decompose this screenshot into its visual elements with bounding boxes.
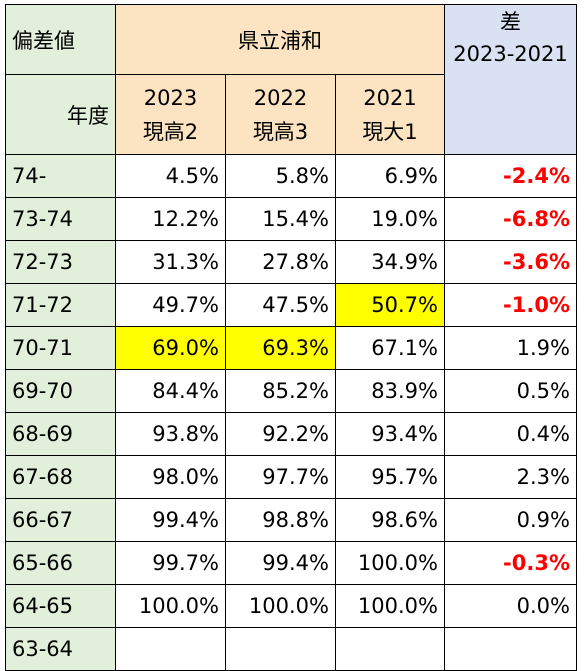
value-cell-2021: 83.9% <box>335 369 445 413</box>
value-cell-2023: 4.5% <box>115 154 226 198</box>
range-cell: 65-66 <box>5 541 116 585</box>
value-cell-2023: 84.4% <box>115 369 226 413</box>
value-cell-2022: 5.8% <box>225 154 336 198</box>
value-cell-2023 <box>115 627 226 671</box>
diff-cell: -3.6% <box>444 240 577 284</box>
value-cell-2023: 12.2% <box>115 197 226 241</box>
diff-cell: 0.0% <box>444 584 577 628</box>
value-cell-2022: 98.8% <box>225 498 336 542</box>
value-cell-2023: 99.7% <box>115 541 226 585</box>
value-cell-2022: 97.7% <box>225 455 336 499</box>
diff-cell: 0.5% <box>444 369 577 413</box>
value-cell-2022: 92.2% <box>225 412 336 456</box>
table-row: 69-70 84.4% 85.2% 83.9% 0.5% <box>5 369 577 413</box>
diff-header: 差 2023-2021 <box>444 4 577 155</box>
diff-cell: 2.3% <box>444 455 577 499</box>
value-cell-2023: 31.3% <box>115 240 226 284</box>
table-row: 65-66 99.7% 99.4% 100.0% -0.3% <box>5 541 577 585</box>
table-row: 72-73 31.3% 27.8% 34.9% -3.6% <box>5 240 577 284</box>
value-cell-2021: 19.0% <box>335 197 445 241</box>
range-cell: 64-65 <box>5 584 116 628</box>
grade-value: 現高3 <box>252 119 309 144</box>
year-label: 年度 <box>5 74 116 155</box>
range-cell: 63-64 <box>5 627 116 671</box>
school-header: 県立浦和 <box>115 4 445 75</box>
diff-cell: 0.9% <box>444 498 577 542</box>
range-cell: 71-72 <box>5 283 116 327</box>
value-cell-2022-highlighted: 69.3% <box>225 326 336 370</box>
value-cell-2021 <box>335 627 445 671</box>
diff-cell: -1.0% <box>444 283 577 327</box>
value-cell-2021: 34.9% <box>335 240 445 284</box>
diff-cell: 0.4% <box>444 412 577 456</box>
table-row: 64-65 100.0% 100.0% 100.0% 0.0% <box>5 584 577 628</box>
year-header-2022: 2022 現高3 <box>225 74 336 155</box>
diff-cell: -0.3% <box>444 541 577 585</box>
value-cell-2021: 93.4% <box>335 412 445 456</box>
year-header-2021: 2021 現大1 <box>335 74 445 155</box>
value-cell-2023: 93.8% <box>115 412 226 456</box>
value-cell-2022: 99.4% <box>225 541 336 585</box>
diff-range-label: 2023-2021 <box>453 42 568 66</box>
corner-label: 偏差値 <box>5 4 116 75</box>
table-row: 63-64 <box>5 627 577 671</box>
range-cell: 67-68 <box>5 455 116 499</box>
value-cell-2022 <box>225 627 336 671</box>
diff-cell: -6.8% <box>444 197 577 241</box>
diff-label: 差 <box>500 10 521 34</box>
value-cell-2021-highlighted: 50.7% <box>335 283 445 327</box>
value-cell-2022: 100.0% <box>225 584 336 628</box>
table-row: 70-71 69.0% 69.3% 67.1% 1.9% <box>5 326 577 370</box>
range-cell: 74- <box>5 154 116 198</box>
table-row: 68-69 93.8% 92.2% 93.4% 0.4% <box>5 412 577 456</box>
table-row: 71-72 49.7% 47.5% 50.7% -1.0% <box>5 283 577 327</box>
deviation-table: 偏差値 県立浦和 差 2023-2021 年度 2023 現高2 2022 <box>5 4 577 671</box>
value-cell-2023: 49.7% <box>115 283 226 327</box>
value-cell-2023: 99.4% <box>115 498 226 542</box>
value-cell-2022: 15.4% <box>225 197 336 241</box>
value-cell-2023-highlighted: 69.0% <box>115 326 226 370</box>
range-cell: 68-69 <box>5 412 116 456</box>
year-header-2023: 2023 現高2 <box>115 74 226 155</box>
range-cell: 69-70 <box>5 369 116 413</box>
table-row: 67-68 98.0% 97.7% 95.7% 2.3% <box>5 455 577 499</box>
value-cell-2021: 100.0% <box>335 541 445 585</box>
table-row: 74- 4.5% 5.8% 6.9% -2.4% <box>5 154 577 198</box>
range-cell: 66-67 <box>5 498 116 542</box>
year-value: 2023 <box>143 85 198 110</box>
diff-cell <box>444 627 577 671</box>
diff-cell: 1.9% <box>444 326 577 370</box>
value-cell-2021: 95.7% <box>335 455 445 499</box>
value-cell-2022: 47.5% <box>225 283 336 327</box>
table-row: 73-74 12.2% 15.4% 19.0% -6.8% <box>5 197 577 241</box>
grade-value: 現大1 <box>362 119 418 144</box>
table-row: 66-67 99.4% 98.8% 98.6% 0.9% <box>5 498 577 542</box>
range-cell: 70-71 <box>5 326 116 370</box>
value-cell-2022: 27.8% <box>225 240 336 284</box>
range-cell: 72-73 <box>5 240 116 284</box>
value-cell-2023: 100.0% <box>115 584 226 628</box>
year-value: 2021 <box>363 85 417 110</box>
value-cell-2021: 6.9% <box>335 154 445 198</box>
value-cell-2021: 98.6% <box>335 498 445 542</box>
grade-value: 現高2 <box>142 119 199 144</box>
value-cell-2021: 100.0% <box>335 584 445 628</box>
value-cell-2021: 67.1% <box>335 326 445 370</box>
value-cell-2023: 98.0% <box>115 455 226 499</box>
diff-cell: -2.4% <box>444 154 577 198</box>
year-value: 2022 <box>253 85 308 110</box>
range-cell: 73-74 <box>5 197 116 241</box>
value-cell-2022: 85.2% <box>225 369 336 413</box>
